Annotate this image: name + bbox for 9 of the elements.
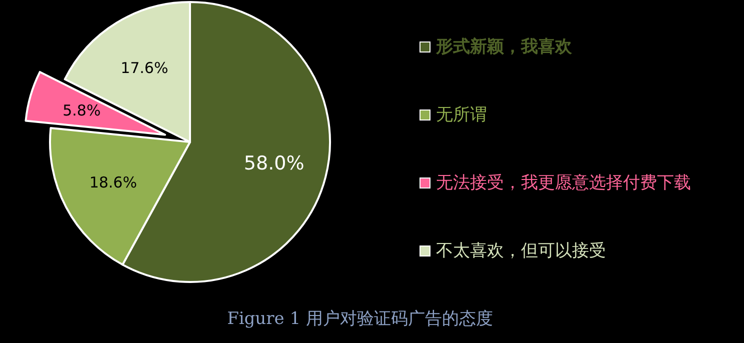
legend-label: 无法接受，我更愿意选择付费下载 xyxy=(436,173,691,193)
data-label: 5.8% xyxy=(62,102,101,120)
legend-label: 无所谓 xyxy=(436,105,487,125)
legend-label: 形式新颖，我喜欢 xyxy=(435,37,573,57)
legend-label: 不太喜欢，但可以接受 xyxy=(436,241,606,261)
data-label: 18.6% xyxy=(89,173,137,192)
data-label: 58.0% xyxy=(244,152,304,175)
text: Figure 1 用户对验证码广告的态度 xyxy=(227,309,493,329)
data-label: 17.6% xyxy=(120,59,168,78)
